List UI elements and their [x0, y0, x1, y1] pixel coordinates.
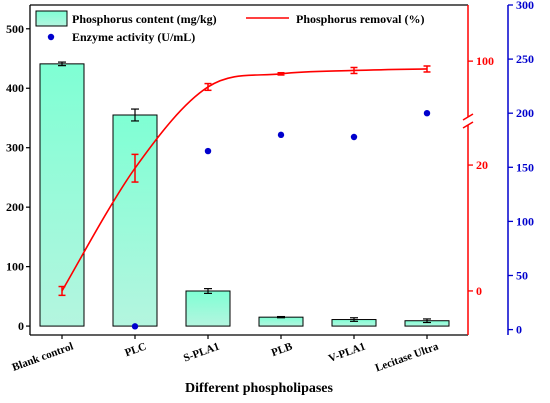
x-tick-label: Blank control — [11, 341, 76, 374]
x-tick-label: PLB — [270, 340, 295, 359]
left-tick-label: 0 — [18, 319, 24, 333]
x-tick-label: Lecitase Ultra — [374, 340, 441, 374]
right-removal-tick-label: 100 — [476, 54, 494, 68]
left-tick-label: 200 — [6, 200, 24, 214]
legend-scatter-swatch — [47, 33, 55, 41]
left-tick-label: 300 — [6, 141, 24, 155]
right-enzyme-tick-label: 100 — [516, 214, 534, 228]
bar — [185, 290, 231, 327]
right-enzyme-tick-label: 200 — [516, 106, 534, 120]
x-tick-label: V-PLA1 — [327, 341, 367, 365]
x-tick-label: S-PLA1 — [182, 341, 221, 365]
legend-scatter-label: Enzyme activity (U/mL) — [72, 30, 195, 44]
x-tick-label: PLC — [123, 341, 148, 360]
bar — [258, 316, 304, 327]
legend: Phosphorus content (mg/kg) Phosphorus rem… — [35, 10, 424, 44]
axis-break-mark — [462, 121, 474, 129]
scatter-series — [131, 109, 431, 330]
left-tick-label: 100 — [6, 260, 24, 274]
right-enzyme-tick-label: 300 — [516, 0, 534, 12]
right-enzyme-tick-label: 50 — [516, 268, 528, 282]
left-tick-label: 500 — [6, 22, 24, 36]
legend-bar-label: Phosphorus content (mg/kg) — [72, 12, 217, 26]
right-enzyme-tick-label: 250 — [516, 52, 534, 66]
bar-series — [39, 61, 450, 327]
enzyme-point — [350, 133, 358, 141]
line-series — [58, 65, 431, 297]
enzyme-point — [204, 147, 212, 155]
legend-line-label: Phosphorus removal (%) — [296, 12, 424, 26]
enzyme-point — [131, 323, 139, 330]
legend-bar-swatch — [35, 10, 68, 27]
bar — [39, 63, 85, 327]
right-enzyme-tick-label: 0 — [516, 323, 522, 337]
axis-break-mark — [462, 113, 474, 121]
left-tick-label: 400 — [6, 81, 24, 95]
right-removal-tick-label: 0 — [476, 284, 482, 298]
enzyme-point — [423, 109, 431, 117]
axes: 0 100 200 300 400 500 0 20 100 0 50 100 150 200 250 300… — [6, 0, 534, 396]
right-enzyme-tick-label: 150 — [516, 160, 534, 174]
right-removal-tick-label: 20 — [476, 158, 488, 172]
x-axis-title: Different phospholipases — [185, 381, 333, 396]
enzyme-point — [277, 131, 285, 139]
